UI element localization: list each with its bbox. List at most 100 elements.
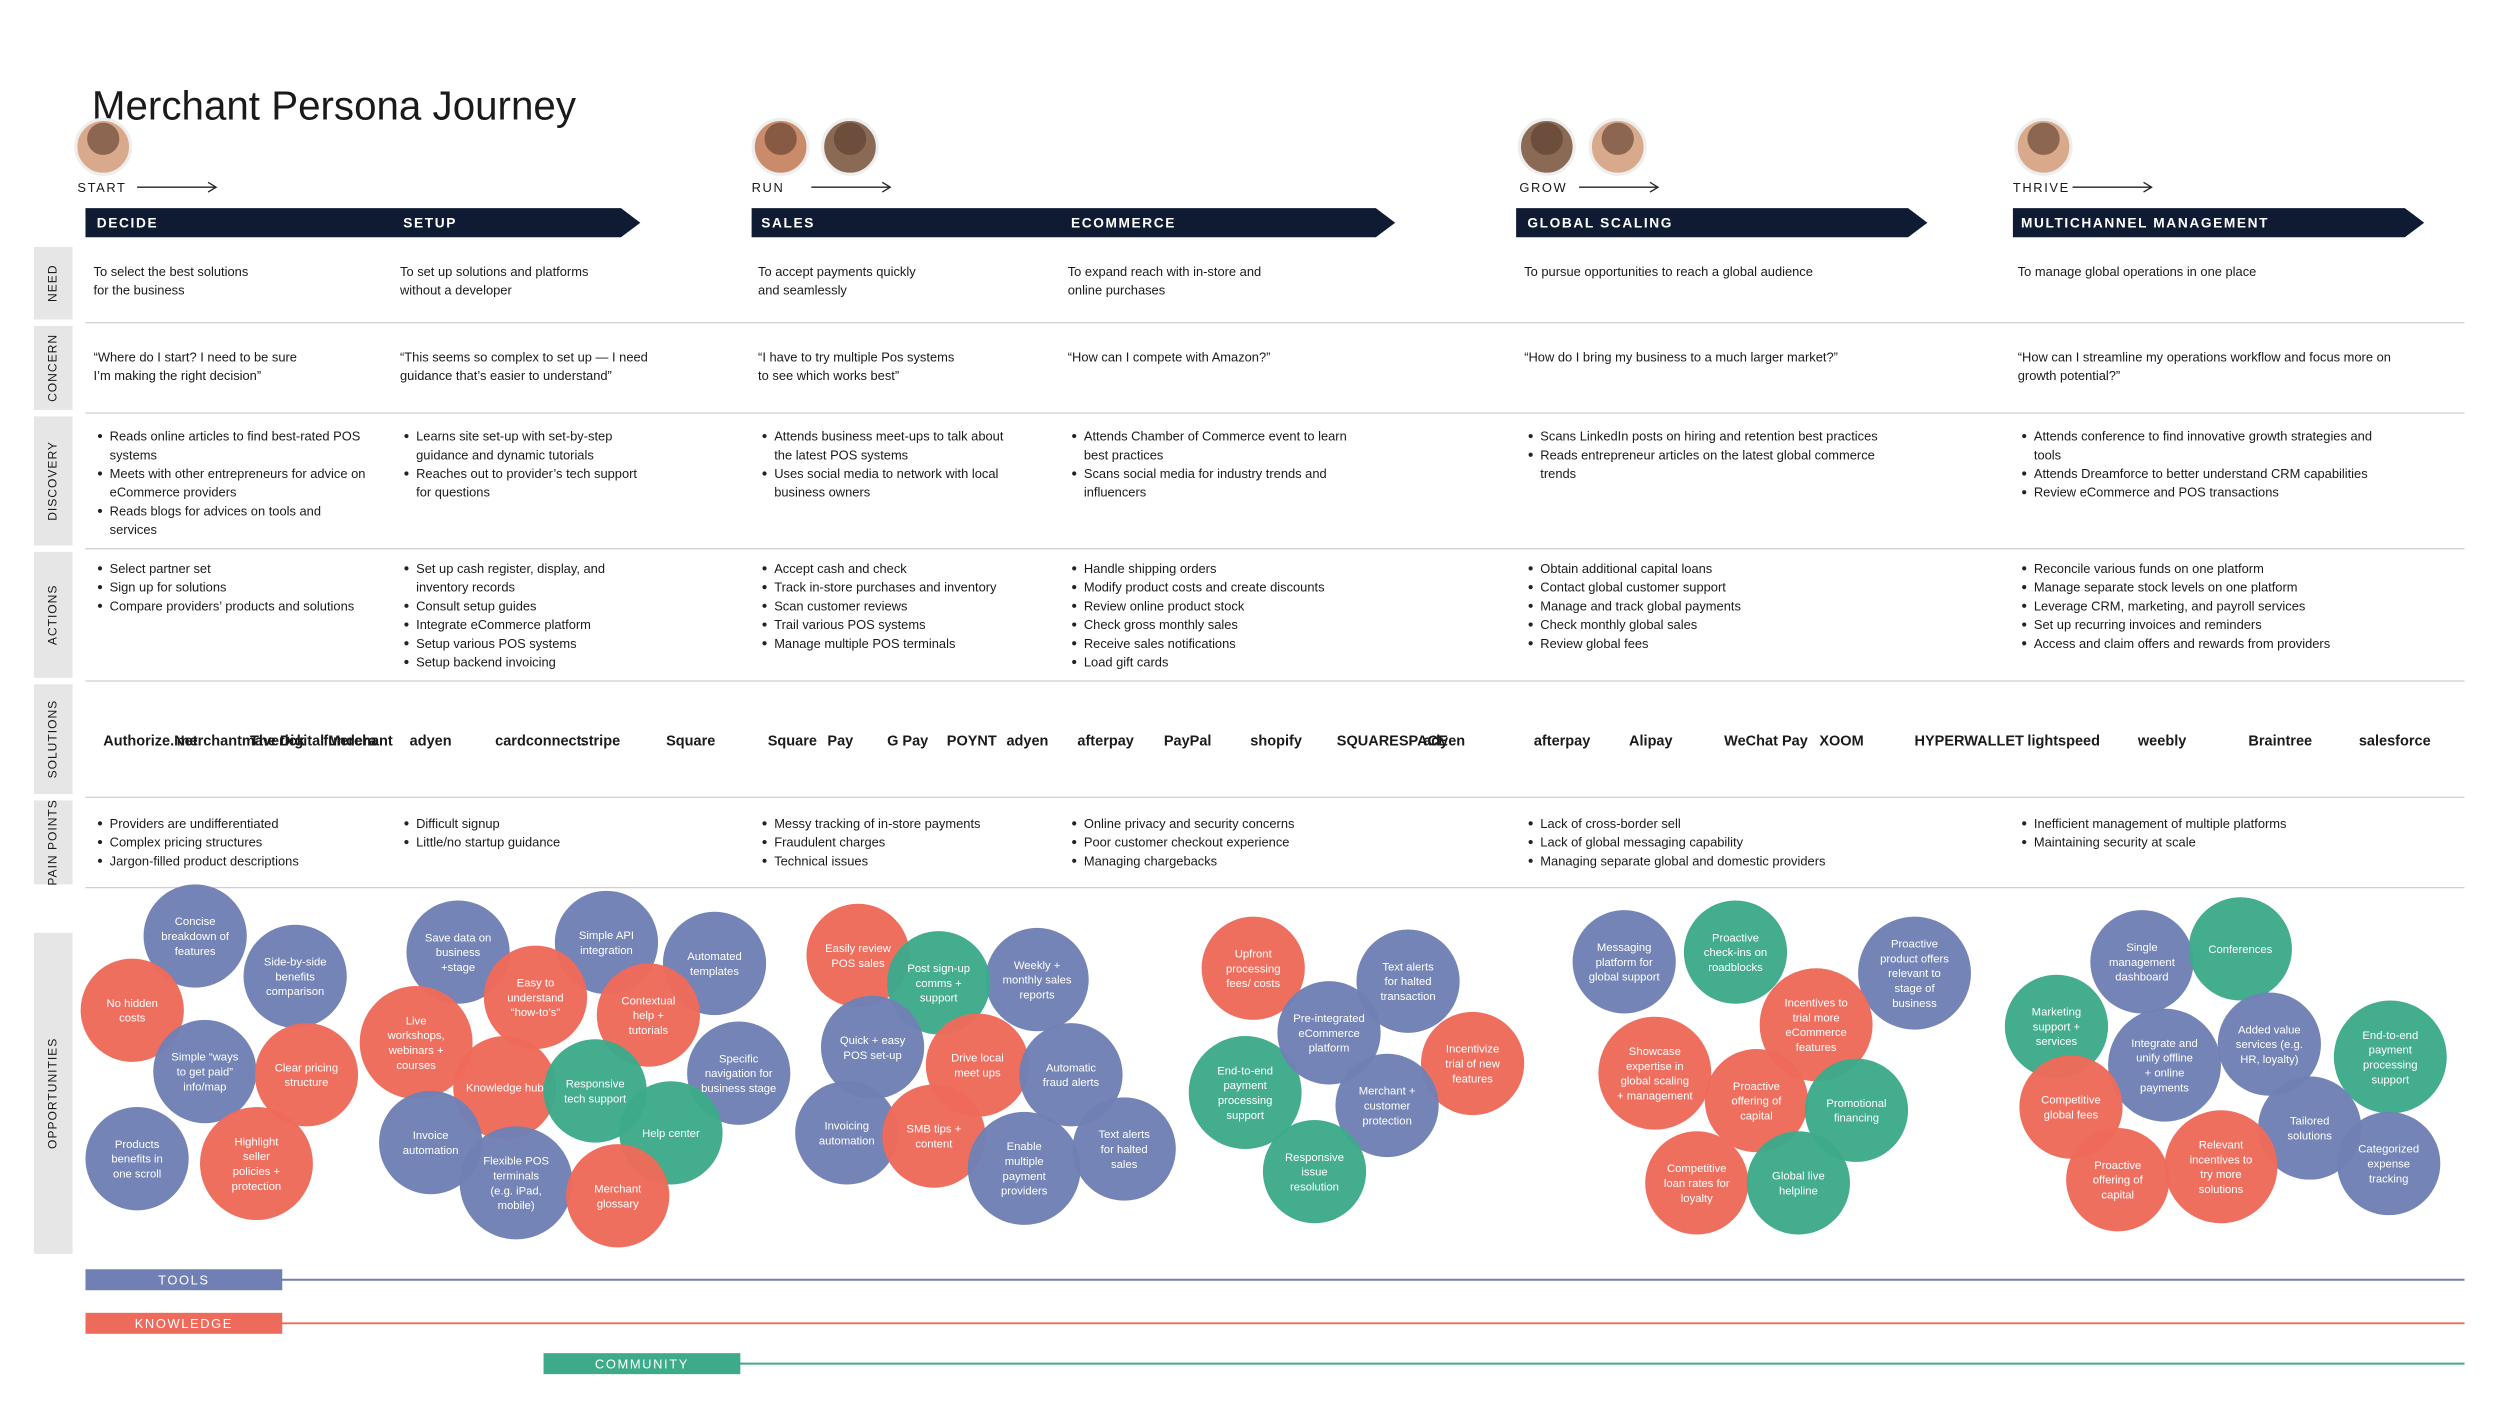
- need-text: To expand reach with in-store and online …: [1068, 264, 1261, 298]
- discovery-item: Attends Dreamforce to better understand …: [2034, 466, 2368, 481]
- solution-logo: SQUARESPACE: [1337, 734, 1448, 750]
- phase-bar: [2012, 208, 2425, 238]
- opportunity-text: Upfront processing fees/ costs: [1226, 948, 1281, 990]
- opportunity-bubble: [359, 986, 473, 1099]
- solution-logo: adyen: [1423, 734, 1465, 750]
- phase-label: MULTICHANNEL MANAGEMENT: [2021, 216, 2269, 231]
- concern-text: “This seems so complex to set up — I nee…: [400, 349, 648, 383]
- solution-logo: shopify: [1250, 734, 1302, 750]
- opportunity-bubble: [243, 924, 347, 1028]
- bullet: [762, 585, 767, 590]
- solution-logo: Pay: [827, 734, 853, 750]
- opportunity-bubble: [566, 1144, 670, 1248]
- row-label-box: [33, 416, 73, 546]
- opportunity-text: Clear pricing structure: [275, 1062, 338, 1089]
- bullet: [2022, 490, 2027, 495]
- opportunity-text: Categorized expense tracking: [2358, 1144, 2419, 1186]
- bullet: [1528, 585, 1533, 590]
- opportunity-text: Showcase expertise in global scaling + mana…: [1617, 1046, 1693, 1103]
- bullet: [762, 433, 767, 439]
- stage-arrow-head: [207, 181, 218, 193]
- solution-logo: WeChat Pay: [1724, 734, 1808, 750]
- solution-logo: afterpay: [1077, 734, 1133, 750]
- opportunity-text: Help center: [642, 1128, 700, 1140]
- opportunity-bubble: [379, 1090, 483, 1195]
- bullet: [97, 471, 103, 476]
- bullet: [2022, 641, 2027, 646]
- opportunity-text: Text alerts for halted sales: [1098, 1129, 1150, 1171]
- opportunity-bubble: [1645, 1131, 1749, 1235]
- opportunity-bubble: [806, 903, 910, 1008]
- action-item: Access and claim offers and rewards from…: [2034, 636, 2330, 651]
- discovery-item: Reads online articles to find best-rated…: [110, 429, 361, 463]
- concern-text: “How can I streamline my operations work…: [2018, 349, 2391, 383]
- row-label: SOLUTIONS: [45, 700, 59, 779]
- bullet: [404, 839, 409, 845]
- opportunity-text: Contextual help + tutorials: [621, 995, 675, 1037]
- opportunity-text: Weekly + monthly sales reports: [1003, 960, 1072, 1002]
- phase-label: ECOMMERCE: [1071, 216, 1176, 231]
- bullet: [762, 821, 767, 826]
- opportunity-bubble: [1420, 1011, 1525, 1116]
- bullet: [2022, 566, 2027, 571]
- bullet: [97, 433, 103, 439]
- row-label-box: [33, 684, 73, 794]
- row-label-box: [33, 325, 73, 410]
- opportunity-text: Quick + easy POS set-up: [840, 1035, 906, 1062]
- opportunity-text: Concise breakdown of features: [161, 916, 230, 958]
- solution-logo: POYNT: [947, 734, 997, 750]
- opportunity-text: Competitive global fees: [2041, 1095, 2101, 1122]
- pain-point-item: Little/no startup guidance: [416, 835, 560, 850]
- track-label: COMMUNITY: [595, 1356, 689, 1371]
- avatar-hair: [1530, 122, 1563, 155]
- solution-logo: weebly: [2137, 734, 2186, 750]
- discovery-item: Review eCommerce and POS transactions: [2034, 485, 2279, 500]
- bullet: [404, 471, 409, 476]
- discovery-item: Reads blogs for advices on tools and serv…: [110, 503, 321, 537]
- opportunity-bubble: [483, 945, 588, 1049]
- action-item: Sign up for solutions: [110, 580, 227, 595]
- opportunity-bubble: [1201, 916, 1305, 1020]
- opportunity-text: Relevant incentives to try more solutions: [2190, 1140, 2253, 1197]
- bullet: [97, 585, 103, 590]
- opportunity-bubble: [2337, 1111, 2441, 1216]
- opportunity-bubble: [543, 1039, 647, 1143]
- need-text: To set up solutions and platforms without…: [399, 264, 588, 298]
- discovery-item: Scans social media for industry trends a…: [1084, 466, 1327, 500]
- action-item: Compare providers’ products and solution…: [110, 598, 355, 613]
- opportunity-bubble: [1019, 1023, 1123, 1127]
- opportunity-text: Specific navigation for business stage: [701, 1053, 776, 1095]
- bullet: [97, 839, 103, 845]
- opportunity-text: Easily review POS sales: [825, 943, 892, 970]
- concern-text: “How can I compete with Amazon?”: [1068, 349, 1271, 364]
- track-label: TOOLS: [158, 1273, 210, 1288]
- need-text: To pursue opportunities to reach a globa…: [1524, 264, 1813, 279]
- opportunity-text: Conferences: [2208, 944, 2272, 956]
- solution-logo: Square: [768, 734, 817, 750]
- avatar-hair: [1601, 122, 1634, 155]
- opportunity-bubble: [2333, 1000, 2447, 1114]
- row-label-box: [33, 246, 73, 320]
- opportunity-bubble: [795, 1081, 899, 1185]
- action-item: Obtain additional capital loans: [1540, 561, 1712, 576]
- solution-logo: afterpay: [1534, 734, 1590, 750]
- action-item: Manage multiple POS terminals: [774, 636, 955, 651]
- track-tab: [543, 1353, 741, 1375]
- action-item: Track in-store purchases and inventory: [774, 580, 997, 595]
- opportunity-text: SMB tips + content: [906, 1124, 961, 1151]
- stage-arrow-head: [881, 181, 892, 193]
- opportunity-text: Added value services (e.g. HR, loyalty): [2236, 1024, 2303, 1066]
- opportunity-text: Save data on business +stage: [425, 932, 491, 974]
- opportunity-bubble: [887, 931, 991, 1035]
- bullet: [1528, 603, 1533, 608]
- opportunity-bubble: [200, 1107, 313, 1221]
- bullet: [2022, 433, 2027, 439]
- pain-point-item: Maintaining security at scale: [2034, 835, 2196, 850]
- track-tab: [85, 1312, 283, 1334]
- action-item: Handle shipping orders: [1084, 561, 1217, 576]
- opportunity-bubble: [985, 927, 1089, 1032]
- avatar-hair: [2027, 122, 2060, 155]
- bullet: [1528, 839, 1533, 845]
- bullet: [1528, 452, 1533, 457]
